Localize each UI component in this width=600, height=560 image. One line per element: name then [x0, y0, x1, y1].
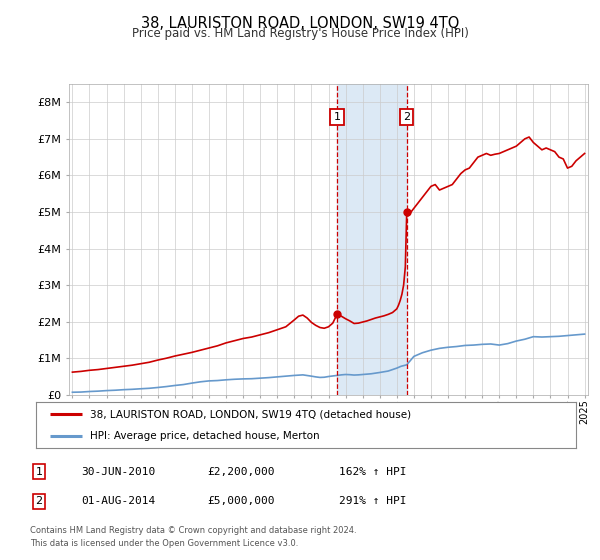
Bar: [337, 84, 407, 395]
Text: 38, LAURISTON ROAD, LONDON, SW19 4TQ: 38, LAURISTON ROAD, LONDON, SW19 4TQ: [141, 16, 459, 31]
Text: 30-JUN-2010: 30-JUN-2010: [81, 466, 155, 477]
Text: 291% ↑ HPI: 291% ↑ HPI: [339, 496, 407, 506]
Text: 162% ↑ HPI: 162% ↑ HPI: [339, 466, 407, 477]
Text: 38, LAURISTON ROAD, LONDON, SW19 4TQ (detached house): 38, LAURISTON ROAD, LONDON, SW19 4TQ (de…: [90, 409, 411, 419]
Text: 1: 1: [334, 111, 341, 122]
Text: This data is licensed under the Open Government Licence v3.0.: This data is licensed under the Open Gov…: [30, 539, 298, 548]
Text: HPI: Average price, detached house, Merton: HPI: Average price, detached house, Mert…: [90, 431, 320, 441]
Text: 2: 2: [403, 111, 410, 122]
Text: Contains HM Land Registry data © Crown copyright and database right 2024.: Contains HM Land Registry data © Crown c…: [30, 526, 356, 535]
Text: 01-AUG-2014: 01-AUG-2014: [81, 496, 155, 506]
Text: 2: 2: [35, 496, 43, 506]
Text: £5,000,000: £5,000,000: [207, 496, 275, 506]
Text: £2,200,000: £2,200,000: [207, 466, 275, 477]
Text: Price paid vs. HM Land Registry's House Price Index (HPI): Price paid vs. HM Land Registry's House …: [131, 27, 469, 40]
Text: 1: 1: [35, 466, 43, 477]
